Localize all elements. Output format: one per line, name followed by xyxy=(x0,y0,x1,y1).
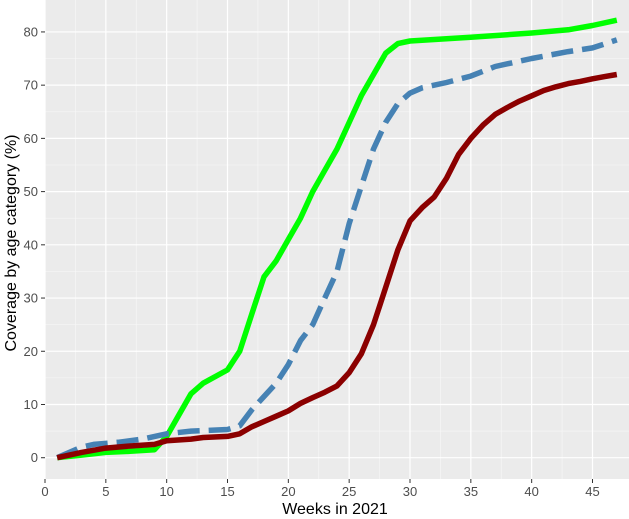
series-group xyxy=(56,17,618,461)
y-tick-label: 10 xyxy=(24,397,38,412)
y-tick-label: 60 xyxy=(24,131,38,146)
x-tick-label: 25 xyxy=(342,484,356,499)
x-tick-label: 5 xyxy=(102,484,109,499)
x-tick-label: 10 xyxy=(159,484,173,499)
y-tick-label: 80 xyxy=(24,24,38,39)
y-tick-label: 50 xyxy=(24,184,38,199)
x-tick-label: 0 xyxy=(41,484,48,499)
y-tick-label: 0 xyxy=(31,450,38,465)
x-tick-label: 30 xyxy=(403,484,417,499)
series-line-2 xyxy=(56,37,618,461)
x-tick-label: 20 xyxy=(281,484,295,499)
x-tick-label: 45 xyxy=(585,484,599,499)
y-tick-label: 40 xyxy=(24,237,38,252)
series-line-3 xyxy=(56,71,618,461)
x-tick-label: 15 xyxy=(220,484,234,499)
plot-panel xyxy=(45,0,629,479)
axes: 0 5 10 15 20 25 30 35 40 45 0 10 20 30 40 50 60 70 80 xyxy=(24,24,600,499)
grid xyxy=(44,0,629,479)
y-tick-label: 70 xyxy=(24,78,38,93)
x-tick-label: 35 xyxy=(464,484,478,499)
y-tick-label: 20 xyxy=(24,344,38,359)
y-tick-label: 30 xyxy=(24,291,38,306)
y-axis-title: Coverage by age category (%) xyxy=(3,135,20,352)
x-tick-label: 40 xyxy=(524,484,538,499)
x-axis-title: Weeks in 2021 xyxy=(282,501,388,518)
